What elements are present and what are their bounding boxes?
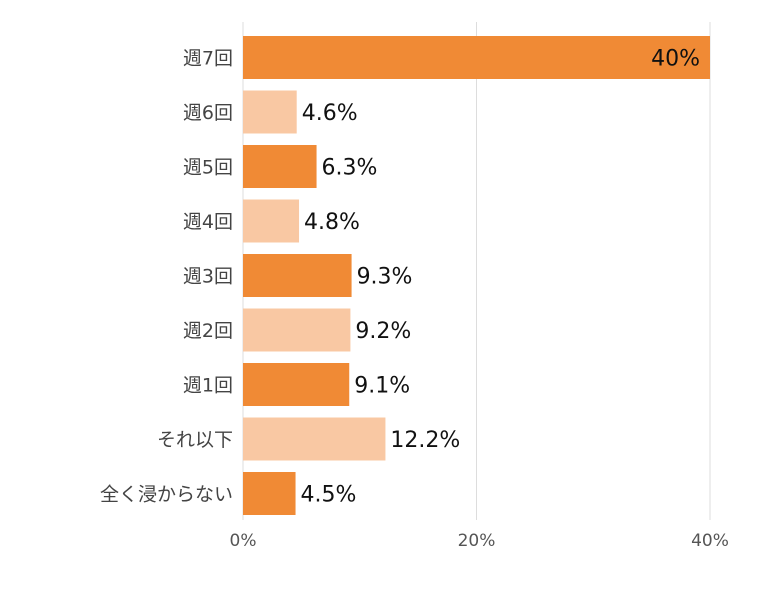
value-label: 4.5% [301, 483, 357, 508]
value-label: 40% [651, 47, 700, 72]
value-label: 9.3% [357, 265, 413, 290]
category-label: それ以下 [157, 429, 233, 451]
category-label: 週2回 [183, 320, 233, 342]
value-label: 12.2% [390, 428, 460, 453]
category-label: 週4回 [183, 211, 233, 233]
x-tick-label: 40% [691, 531, 729, 551]
bar [243, 199, 300, 243]
category-label: 全く浸からない [100, 484, 233, 506]
bar [243, 308, 351, 352]
value-label: 4.8% [304, 210, 360, 235]
value-label: 6.3% [322, 156, 378, 181]
bars [243, 36, 710, 515]
bar [243, 36, 710, 79]
bar [243, 90, 297, 134]
value-labels: 40% 4.6% 6.3% 4.8% 9.3% 9.2% 9.1% 12.2% 4.5% [301, 47, 700, 508]
category-label: 週7回 [183, 48, 233, 70]
x-tick-labels: 0% 20% 40% [230, 531, 729, 551]
bar [243, 363, 350, 406]
bar [243, 254, 352, 297]
value-label: 9.2% [355, 319, 411, 344]
bar [243, 417, 386, 461]
value-label: 4.6% [302, 101, 358, 126]
bar [243, 145, 317, 188]
x-tick-label: 20% [458, 531, 496, 551]
category-label: 週5回 [183, 157, 233, 179]
category-label: 週6回 [183, 102, 233, 124]
value-label: 9.1% [354, 374, 410, 399]
bar [243, 472, 296, 515]
category-label: 週1回 [183, 375, 233, 397]
x-tick-label: 0% [230, 531, 257, 551]
category-label: 週3回 [183, 266, 233, 288]
